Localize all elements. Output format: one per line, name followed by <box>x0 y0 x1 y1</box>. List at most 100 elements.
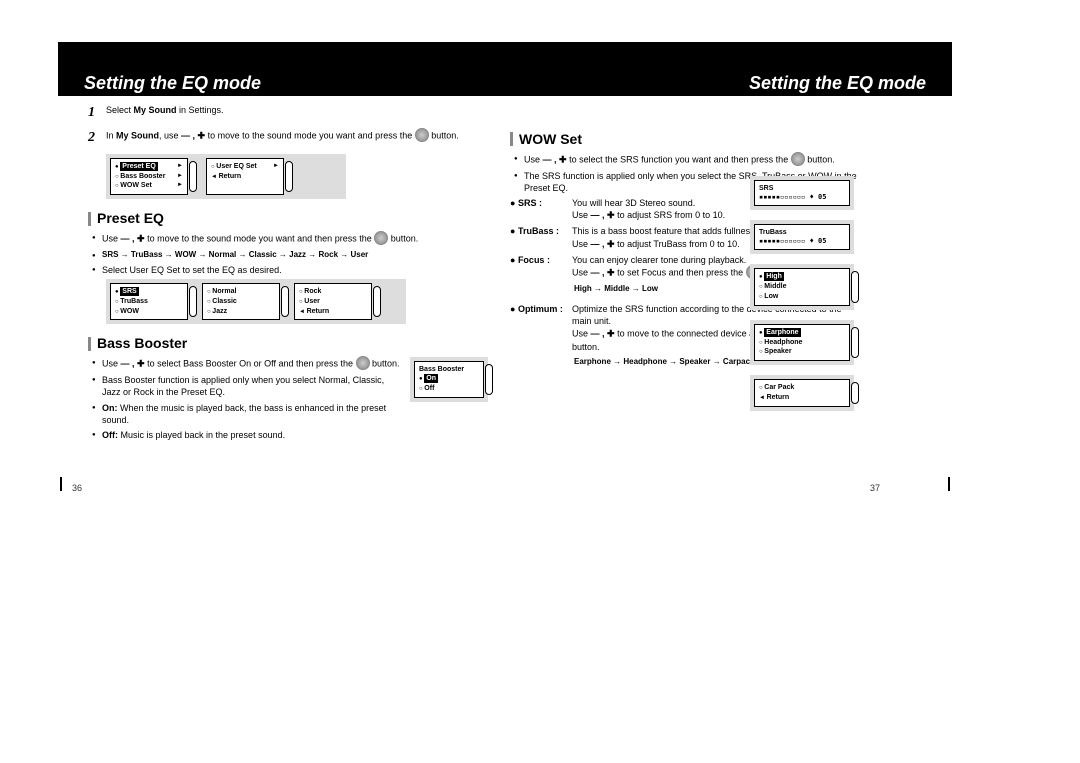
step-1: 1 Select My Sound in Settings. <box>88 104 488 123</box>
menu-item: Return <box>299 308 329 315</box>
text: button. <box>388 233 418 243</box>
text: When the music is played back, the bass … <box>102 403 386 425</box>
menu-item: Speaker <box>759 348 792 355</box>
text: Use <box>572 239 591 249</box>
optimum-screen: Earphone Headphone Speaker <box>754 324 850 361</box>
label: Focus : <box>518 255 550 265</box>
text: Use <box>102 233 121 243</box>
menu-item: WOW Set <box>115 181 152 191</box>
label: On: <box>102 403 118 413</box>
menu-item: Preset EQ <box>120 162 157 171</box>
step2-bold: My Sound <box>116 130 159 140</box>
screen-title: Bass Booster <box>419 365 479 374</box>
menu-item: Off <box>419 385 434 392</box>
text: button. <box>370 359 400 369</box>
text: Bass Booster function is applied only wh… <box>92 374 400 398</box>
bass-booster-screen: Bass Booster On Off <box>414 361 484 398</box>
return-screen: Car Pack Return <box>754 379 850 407</box>
menu-item: Jazz <box>207 308 227 315</box>
page-marker-left <box>60 477 62 491</box>
text: Use <box>102 359 121 369</box>
minus-plus-icon: — , ✚ <box>591 210 615 220</box>
section-heading-wow-set: WOW Set <box>510 130 860 149</box>
page: Setting the EQ mode Setting the EQ mode … <box>0 0 1080 763</box>
page-marker-right <box>948 477 950 491</box>
minus-plus-icon: — , ✚ <box>591 328 615 338</box>
page-number-right: 37 <box>870 483 880 493</box>
label: Optimum : <box>518 304 563 314</box>
text: Use <box>524 154 543 164</box>
menu-item: Return <box>759 394 789 401</box>
menu-item: Normal <box>207 288 236 295</box>
menu-item: Bass Booster <box>115 172 165 182</box>
menu-item: TruBass <box>115 298 148 305</box>
step-number: 1 <box>88 104 100 123</box>
screen-title: TruBass <box>759 228 845 237</box>
text: to select the SRS function you want and … <box>567 154 791 164</box>
preset-sequence: SRS → TruBass → WOW → Normal → Classic →… <box>102 250 368 259</box>
label: Off: <box>102 430 118 440</box>
menu-screens-row-2: SRS TruBass WOW Normal Classic Jazz Rock… <box>106 279 406 324</box>
menu-item: Earphone <box>764 328 800 337</box>
page-number-left: 36 <box>72 483 82 493</box>
minus-plus-icon: — , ✚ <box>591 267 615 277</box>
menu-item: Return <box>211 172 241 182</box>
value: 05 <box>818 193 826 201</box>
menu-item: Headphone <box>759 339 802 346</box>
text: to adjust SRS from 0 to 10. <box>615 210 726 220</box>
bass-bullets: Use — , ✚ to select Bass Booster On or O… <box>88 357 400 444</box>
enter-button-icon <box>791 152 805 166</box>
step2-mid: , use <box>159 130 181 140</box>
text: You will hear 3D Stereo sound. <box>572 197 725 209</box>
enter-button-icon <box>415 128 429 142</box>
step1-bold: My Sound <box>134 105 177 115</box>
text: to move to the sound mode you want and t… <box>145 233 375 243</box>
step-number: 2 <box>88 129 100 148</box>
text: to adjust TruBass from 0 to 10. <box>615 239 740 249</box>
trubass-screen: TruBass ▪▪▪▪▪▫▫▫▫▫▫ ♦ 05 <box>754 224 850 250</box>
header-title-right: Setting the EQ mode <box>493 70 952 96</box>
text: Use <box>572 210 591 220</box>
section-heading-bass-booster: Bass Booster <box>88 334 488 353</box>
focus-screen: High Middle Low <box>754 268 850 305</box>
menu-item: Car Pack <box>759 384 794 391</box>
text: Use <box>572 328 591 338</box>
right-screens-stack: SRS ▪▪▪▪▪▫▫▫▫▫▫ ♦ 05 TruBass ▪▪▪▪▪▫▫▫▫▫▫… <box>750 176 854 411</box>
menu-item: User <box>299 298 320 305</box>
menu-item: On <box>424 374 438 383</box>
preset-bullets: Use — , ✚ to move to the sound mode you … <box>88 232 488 276</box>
menu-item: WOW <box>115 308 139 315</box>
menu-screen-C: Rock User Return <box>294 283 372 320</box>
menu-item: Rock <box>299 288 321 295</box>
menu-item: User EQ Set <box>211 162 257 172</box>
text: button. <box>805 154 835 164</box>
step1-text: Select <box>106 105 134 115</box>
minus-plus-icon: — , ✚ <box>181 130 205 140</box>
menu-screen-B: Normal Classic Jazz <box>202 283 280 320</box>
menu-screens-row-1: Preset EQ► Bass Booster► WOW Set► User E… <box>106 154 346 199</box>
menu-item: SRS <box>120 287 138 296</box>
minus-plus-icon: — , ✚ <box>543 154 567 164</box>
screen-title: SRS <box>759 184 845 193</box>
label: TruBass : <box>518 226 559 236</box>
text: to set Focus and then press the <box>615 267 746 277</box>
text: Music is played back in the preset sound… <box>118 430 285 440</box>
menu-screen-A: SRS TruBass WOW <box>110 283 188 320</box>
step2-end: button. <box>431 130 459 140</box>
minus-plus-icon: — , ✚ <box>121 233 145 243</box>
menu-item: Low <box>759 293 778 300</box>
srs-screen: SRS ▪▪▪▪▪▫▫▫▫▫▫ ♦ 05 <box>754 180 850 206</box>
enter-button-icon <box>356 356 370 370</box>
step1-after: in Settings. <box>177 105 224 115</box>
section-heading-preset-eq: Preset EQ <box>88 209 488 228</box>
menu-item: Middle <box>759 283 786 290</box>
menu-screen-preset: Preset EQ► Bass Booster► WOW Set► <box>110 158 188 195</box>
label: SRS : <box>518 198 542 208</box>
menu-item: High <box>764 272 784 281</box>
text: Use <box>572 267 591 277</box>
text: button. <box>572 342 600 352</box>
minus-plus-icon: — , ✚ <box>121 359 145 369</box>
step2-pre: In <box>106 130 116 140</box>
menu-screen-usereq: User EQ Set► Return <box>206 158 284 195</box>
enter-button-icon <box>374 231 388 245</box>
